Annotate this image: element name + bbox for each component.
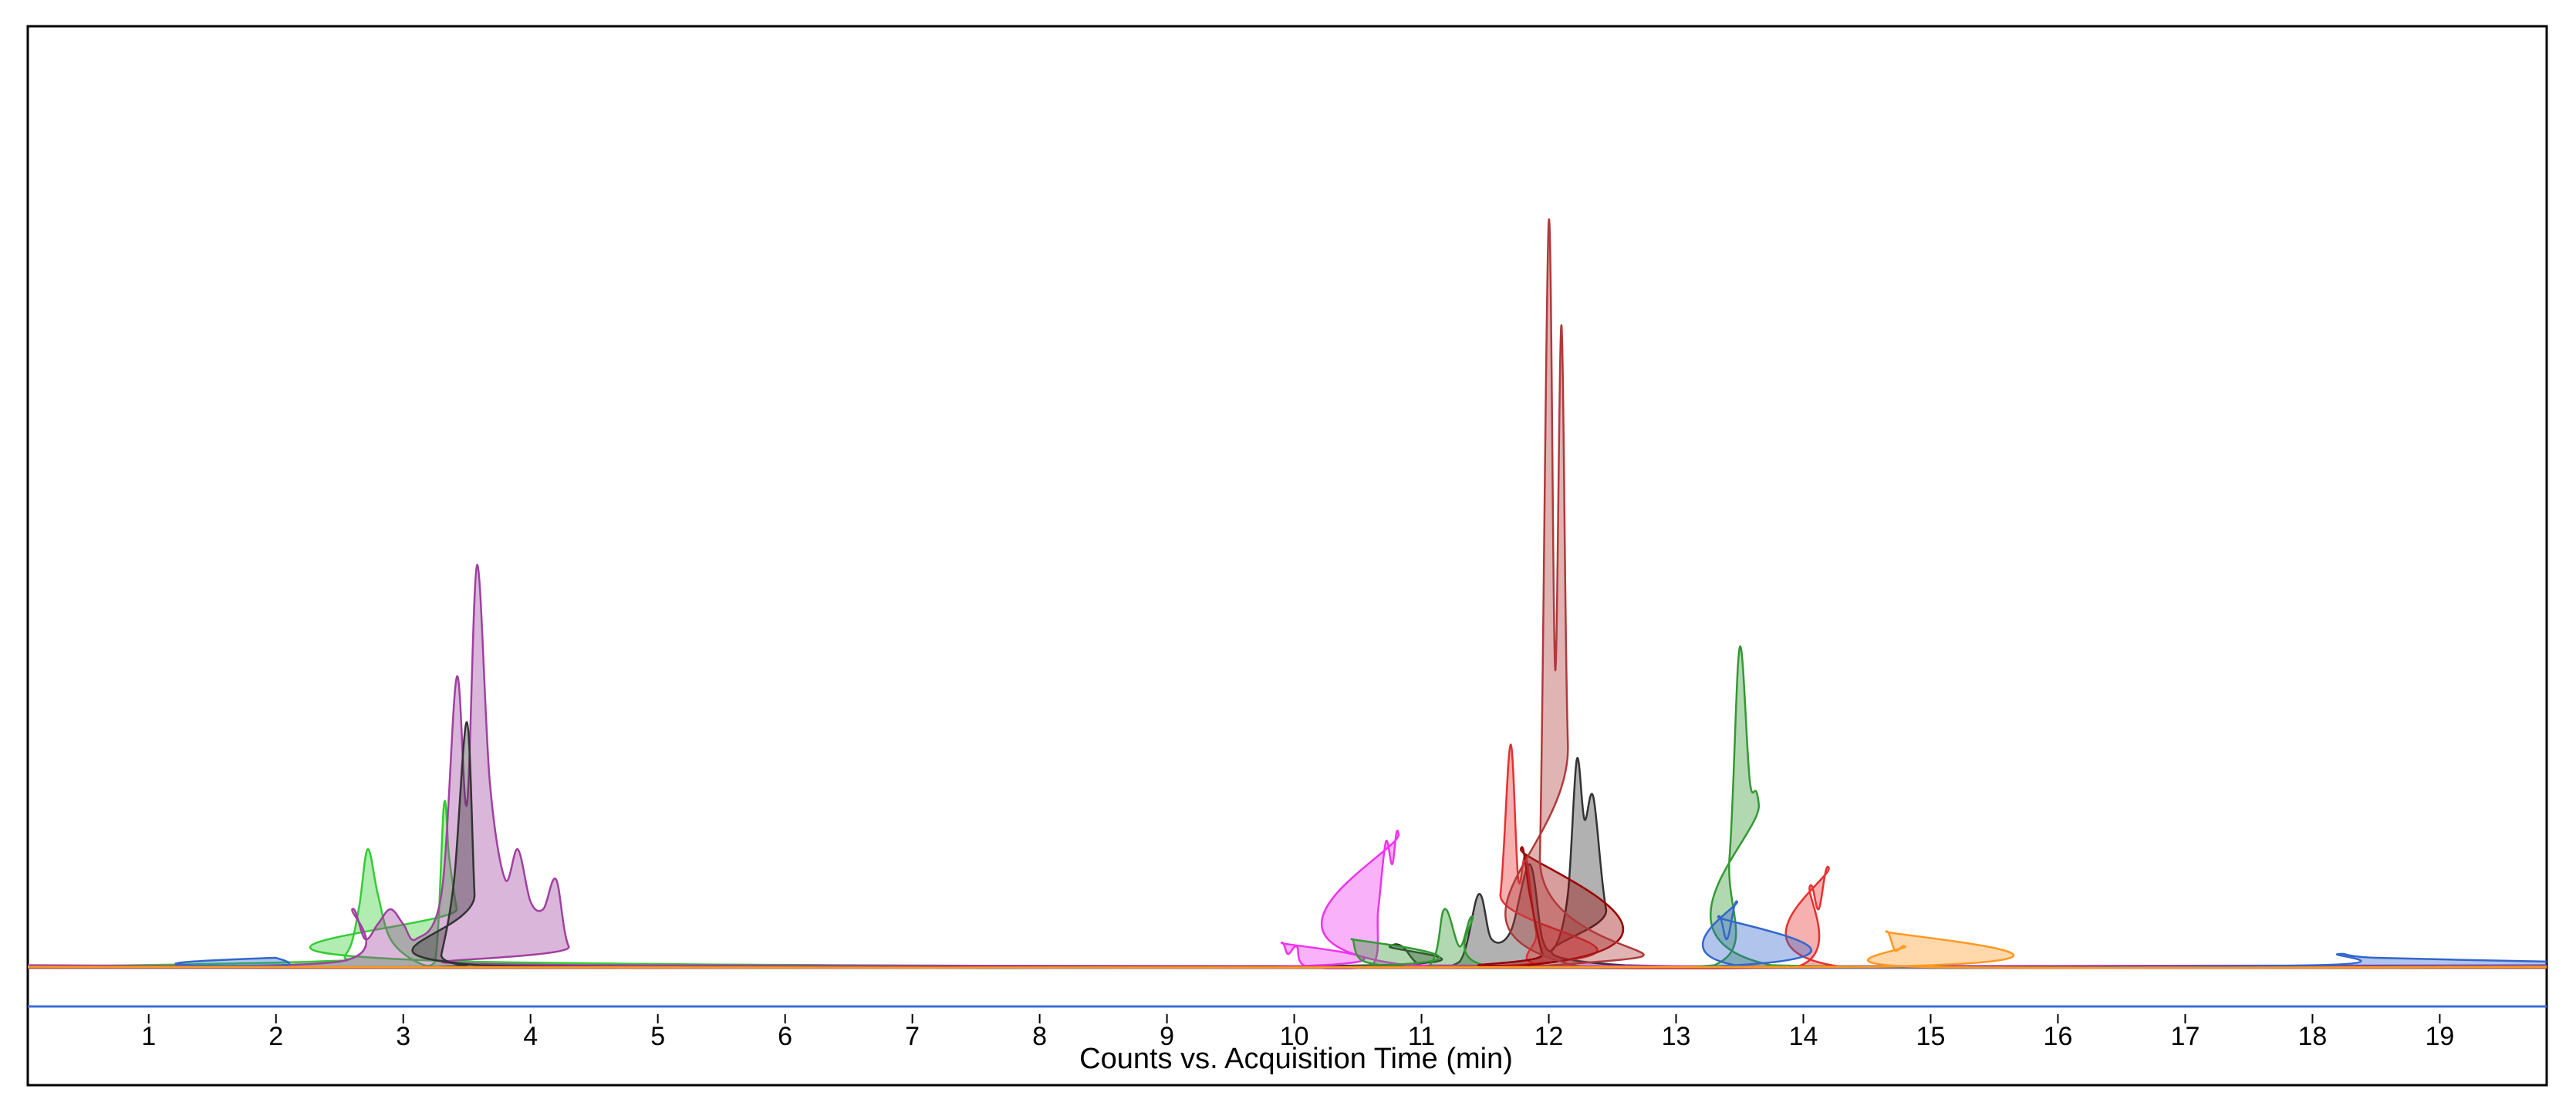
x-tick-label: 6 [778, 1022, 792, 1051]
x-tick-label: 15 [1916, 1022, 1946, 1051]
x-tick-label: 2 [268, 1022, 283, 1051]
x-tick-label: 19 [2426, 1022, 2455, 1051]
peak-area [28, 931, 2547, 969]
x-tick-label: 11 [1408, 1022, 1435, 1051]
x-tick-label: 10 [1280, 1022, 1309, 1051]
x-tick-label: 16 [2044, 1022, 2073, 1051]
x-tick-label: 18 [2298, 1022, 2328, 1051]
x-tick-label: 3 [396, 1022, 410, 1051]
peak-area [28, 901, 2547, 969]
trace-line [27, 563, 2547, 968]
x-axis-label: Counts vs. Acquisition Time (min) [1079, 1043, 1513, 1075]
x-tick-label: 4 [523, 1022, 538, 1051]
x-tick-label: 17 [2171, 1022, 2200, 1051]
x-tick-label: 12 [1534, 1022, 1564, 1051]
trace-line [27, 901, 2547, 969]
x-tick-label: 5 [650, 1022, 665, 1051]
x-tick-label: 13 [1662, 1022, 1691, 1051]
x-tick-label: 8 [1032, 1022, 1047, 1051]
x-tick-label: 9 [1160, 1022, 1174, 1051]
trace-line [27, 930, 2547, 969]
trace-line [27, 721, 2547, 969]
x-tick-label: 7 [905, 1022, 920, 1051]
plot-frame [26, 25, 2548, 1087]
x-tick-label: 1 [141, 1022, 156, 1051]
x-tick-label: 14 [1789, 1022, 1818, 1051]
